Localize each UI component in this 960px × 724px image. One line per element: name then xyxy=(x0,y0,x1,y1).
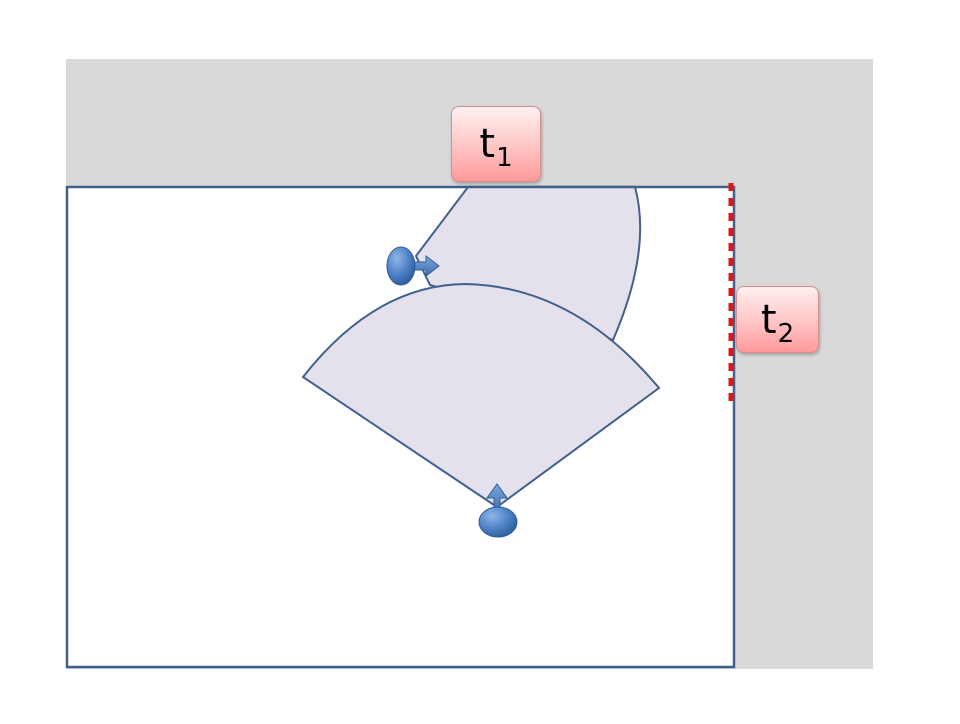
agent-ellipse-icon xyxy=(479,507,517,537)
label-t1-main: t xyxy=(479,124,495,164)
agent-ellipse-icon xyxy=(387,247,415,285)
label-t2-subscript: 2 xyxy=(778,319,795,349)
label-t2-main: t xyxy=(761,300,777,340)
label-t1-subscript: 1 xyxy=(496,143,513,173)
